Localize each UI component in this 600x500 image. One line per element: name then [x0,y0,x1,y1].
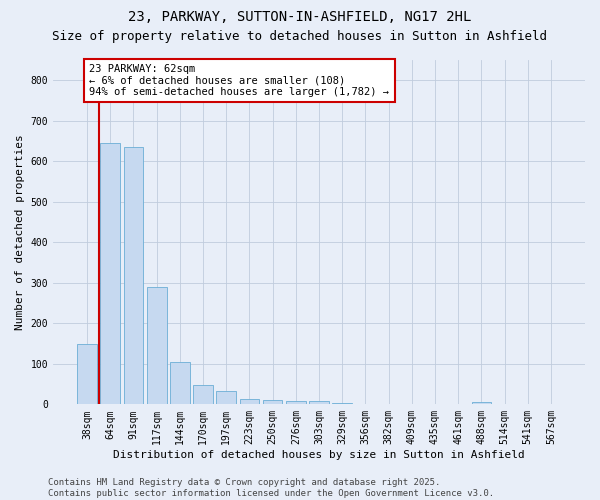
Bar [217,392,236,404]
Text: 23, PARKWAY, SUTTON-IN-ASHFIELD, NG17 2HL: 23, PARKWAY, SUTTON-IN-ASHFIELD, NG17 2H… [128,10,472,24]
Bar [77,344,97,404]
Text: 23 PARKWAY: 62sqm
← 6% of detached houses are smaller (108)
94% of semi-detached: 23 PARKWAY: 62sqm ← 6% of detached house… [89,64,389,98]
Bar [472,402,491,404]
Bar [170,362,190,405]
Bar [239,400,259,404]
Bar [332,402,352,404]
Text: Contains HM Land Registry data © Crown copyright and database right 2025.
Contai: Contains HM Land Registry data © Crown c… [48,478,494,498]
Y-axis label: Number of detached properties: Number of detached properties [15,134,25,330]
Bar [263,400,283,404]
Bar [100,143,120,405]
Bar [286,401,305,404]
Bar [309,401,329,404]
Text: Size of property relative to detached houses in Sutton in Ashfield: Size of property relative to detached ho… [53,30,548,43]
Bar [193,386,213,404]
Bar [147,287,167,405]
Bar [124,147,143,405]
X-axis label: Distribution of detached houses by size in Sutton in Ashfield: Distribution of detached houses by size … [113,450,525,460]
